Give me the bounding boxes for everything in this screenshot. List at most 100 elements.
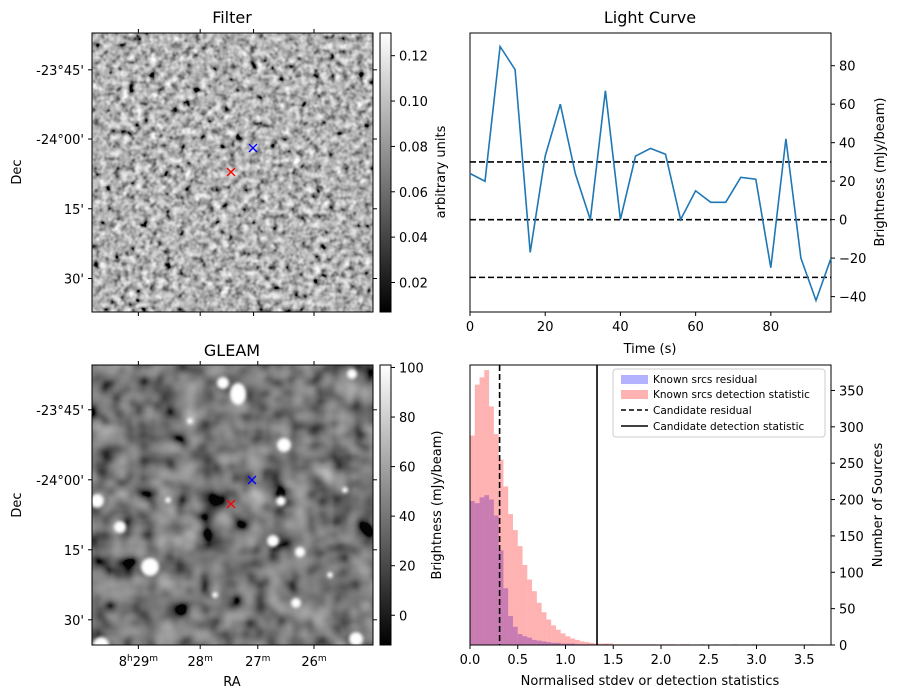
gleam-source — [230, 383, 246, 405]
histogram-bar-residual — [570, 643, 576, 645]
histogram-bar-detection — [508, 514, 513, 645]
gleam-source — [93, 637, 109, 645]
gleam-source — [141, 558, 159, 576]
gleam-source — [187, 418, 193, 424]
filter-colorbar-tick-label: 0.04 — [399, 231, 428, 246]
histogram-vlines — [498, 365, 598, 645]
histogram-ytick-label: 350 — [839, 384, 864, 399]
gleam-ylabel: Dec — [10, 492, 25, 517]
filter-y-axis: -23°45' -24°00' 15' 30' — [36, 64, 377, 288]
gleam-colorbar-tick-label: 0 — [399, 609, 407, 624]
gleam-ytick-label: 30' — [64, 614, 84, 629]
gleam-source — [349, 632, 363, 645]
legend-label-residual: Known srcs residual — [653, 374, 757, 386]
gleam-markers — [226, 475, 257, 509]
filter-marker — [248, 143, 258, 153]
histogram-ytick-label: 0 — [839, 639, 847, 654]
histogram-bar-detection — [560, 633, 566, 645]
histogram-bar-detection — [493, 434, 499, 645]
histogram-legend: Known srcs residual Known srcs detection… — [612, 368, 826, 438]
histogram-bar-detection — [565, 636, 571, 645]
gleam-ytick-label: -23°45' — [36, 404, 84, 419]
gleam-colorbar-tick-label: 20 — [399, 560, 416, 575]
gleam-ytick-label: 15' — [64, 544, 84, 559]
histogram-xlabel: Normalised stdev or detection statistics — [521, 674, 780, 689]
histogram-bar-detection — [598, 643, 604, 645]
filter-markers — [226, 143, 258, 177]
histogram-bar-detection — [512, 530, 518, 645]
histogram-bar-detection — [570, 638, 576, 645]
light-curve-xtick-label: 80 — [763, 320, 780, 335]
histogram-xtick-label: 3.5 — [794, 653, 815, 668]
filter-image-noise — [92, 33, 373, 312]
histogram-bar-detection — [517, 546, 523, 645]
light-curve-ytick-label: 80 — [839, 60, 856, 75]
light-curve-xtick-label: 0 — [466, 320, 474, 335]
filter-colorbar-ticks: 0.02 0.04 0.06 0.08 0.10 0.12 — [391, 50, 428, 292]
histogram-bar-residual — [522, 636, 528, 645]
histogram-bar-detection — [584, 642, 590, 645]
histogram-bar-residual — [541, 641, 547, 645]
histogram-bar-detection — [527, 579, 533, 645]
histogram-bar-residual — [517, 634, 523, 645]
gleam-xtick-label: 26m — [301, 654, 326, 670]
light-curve-hlines — [470, 161, 831, 279]
histogram-bar-detection — [546, 619, 552, 645]
histogram-bar-detection — [589, 642, 595, 645]
histogram-bar-detection — [608, 643, 614, 645]
histogram-bar-residual — [560, 643, 566, 645]
histogram-bar-residual — [489, 499, 494, 645]
light-curve-frame — [469, 32, 832, 313]
histogram-panel: 0.0 0.5 1.0 1.5 2.0 2.5 3.0 3.5 0 50 100 150 200 250… — [460, 364, 886, 689]
histogram-bar-residual — [532, 639, 537, 645]
light-curve-xtick-label: 40 — [612, 320, 629, 335]
gleam-marker-blue — [247, 475, 257, 485]
histogram-bar-detection — [474, 384, 480, 645]
histogram-xtick-label: 0.5 — [507, 653, 528, 668]
light-curve-panel: Light Curve 0 20 40 60 80 −40 −20 0 20 40 60 80 Ti… — [466, 8, 888, 357]
light-curve-y-axis: −40 −20 0 20 40 60 80 — [831, 60, 866, 306]
legend-swatch-residual — [621, 375, 648, 384]
gleam-source — [277, 438, 291, 452]
gleam-colorbar-label: Brightness (mJy/beam) — [430, 431, 445, 580]
histogram-xtick-label: 3.0 — [746, 653, 767, 668]
histogram-bar-detection — [498, 459, 504, 645]
histogram-bar-detection — [503, 486, 509, 645]
filter-colorbar-label: arbitrary units — [434, 125, 449, 218]
histogram-bar-detection — [536, 602, 542, 645]
gleam-source — [267, 535, 279, 547]
gleam-colorbar-ticks: 0 20 40 60 80 100 — [391, 361, 424, 624]
gleam-source — [92, 494, 104, 508]
light-curve-series — [469, 44, 832, 303]
light-curve-ylabel: Brightness (mJy/beam) — [873, 98, 888, 247]
histogram-bar-residual — [551, 642, 556, 645]
filter-panel: Filter -23°45' -24°00' 15' 30' Dec 0.02 0.04… — [10, 8, 449, 316]
filter-title: Filter — [212, 8, 252, 27]
gleam-source — [295, 547, 305, 557]
gleam-title: GLEAM — [204, 341, 260, 360]
legend-label-detection: Known srcs detection statistic — [653, 389, 810, 401]
gleam-marker-red — [226, 499, 236, 509]
light-curve-xtick-label: 20 — [537, 320, 554, 335]
histogram-bar-detection — [541, 612, 547, 645]
gleam-ytick-label: -24°00' — [36, 474, 84, 489]
gleam-source — [342, 487, 348, 493]
histogram-bar-residual — [565, 643, 571, 645]
histogram-ytick-label: 100 — [839, 566, 864, 581]
filter-ytick-label: 15' — [64, 203, 84, 218]
histogram-bar-detection — [484, 370, 490, 645]
histogram-bar-residual — [479, 497, 485, 645]
histogram-bar-detection — [522, 565, 528, 645]
histogram-bar-detection — [555, 629, 561, 645]
histogram-bar-detection — [470, 435, 475, 645]
histogram-bar-residual — [536, 640, 542, 645]
filter-colorbar-tick-label: 0.06 — [399, 186, 428, 201]
gleam-xtick-label: 8h29m — [119, 654, 158, 670]
gleam-x-axis: 8h29m 28m 27m 26m — [119, 361, 327, 670]
gleam-source — [291, 598, 301, 608]
histogram-bar-residual — [555, 642, 561, 645]
histogram-bar-residual — [484, 495, 490, 645]
light-curve-ytick-label: 40 — [839, 137, 856, 152]
filter-frame — [91, 32, 374, 313]
